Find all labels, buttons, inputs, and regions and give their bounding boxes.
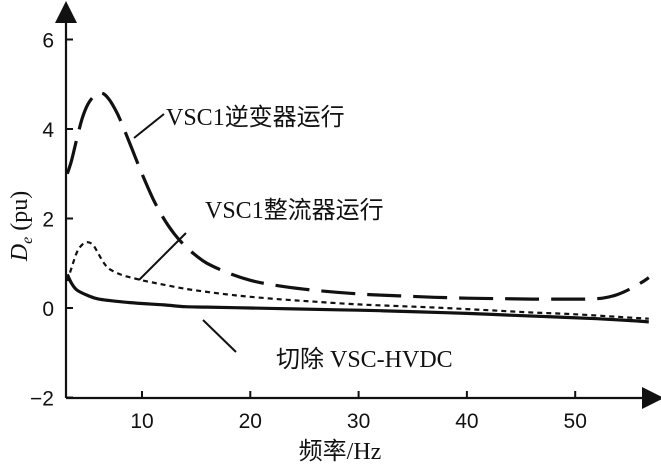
annotation-label-3: 切除 VSC-HVDC — [276, 346, 453, 373]
x-tick-label: 50 — [564, 410, 587, 433]
annotation-label-1: VSC1逆变器运行 — [166, 104, 345, 131]
annotation-leader-1 — [133, 113, 165, 139]
x-tick-label: 10 — [130, 410, 153, 433]
y-tick-label: 0 — [42, 298, 54, 321]
annotation-leader-2 — [138, 232, 187, 281]
y-tick-label: 2 — [42, 209, 54, 232]
y-tick-label: −2 — [30, 388, 54, 411]
series-line-2 — [66, 241, 649, 320]
x-axis-label: 频率/Hz — [299, 438, 382, 465]
x-tick-label: 40 — [455, 410, 478, 433]
y-axis-label-sub: e — [19, 237, 36, 244]
axes-layer: 10 20 30 40 50 −2 0 2 4 6 频率/Hz De (pu) — [7, 1, 661, 465]
y-tick-label: 4 — [42, 119, 54, 142]
y-tick-label: 6 — [42, 30, 54, 53]
x-tick-label: 30 — [347, 410, 370, 433]
x-tick-label: 20 — [239, 410, 262, 433]
annotation-leader-3 — [202, 319, 237, 353]
y-axis-label-unit: (pu) — [7, 191, 33, 237]
y-axis-label-main: D — [7, 244, 33, 262]
y-axis-label: De (pu) — [7, 191, 36, 262]
series-line-3 — [65, 273, 649, 324]
annotation-label-2: VSC1整流器运行 — [205, 197, 384, 224]
series-line-1 — [65, 91, 650, 301]
series-layer — [65, 91, 650, 324]
